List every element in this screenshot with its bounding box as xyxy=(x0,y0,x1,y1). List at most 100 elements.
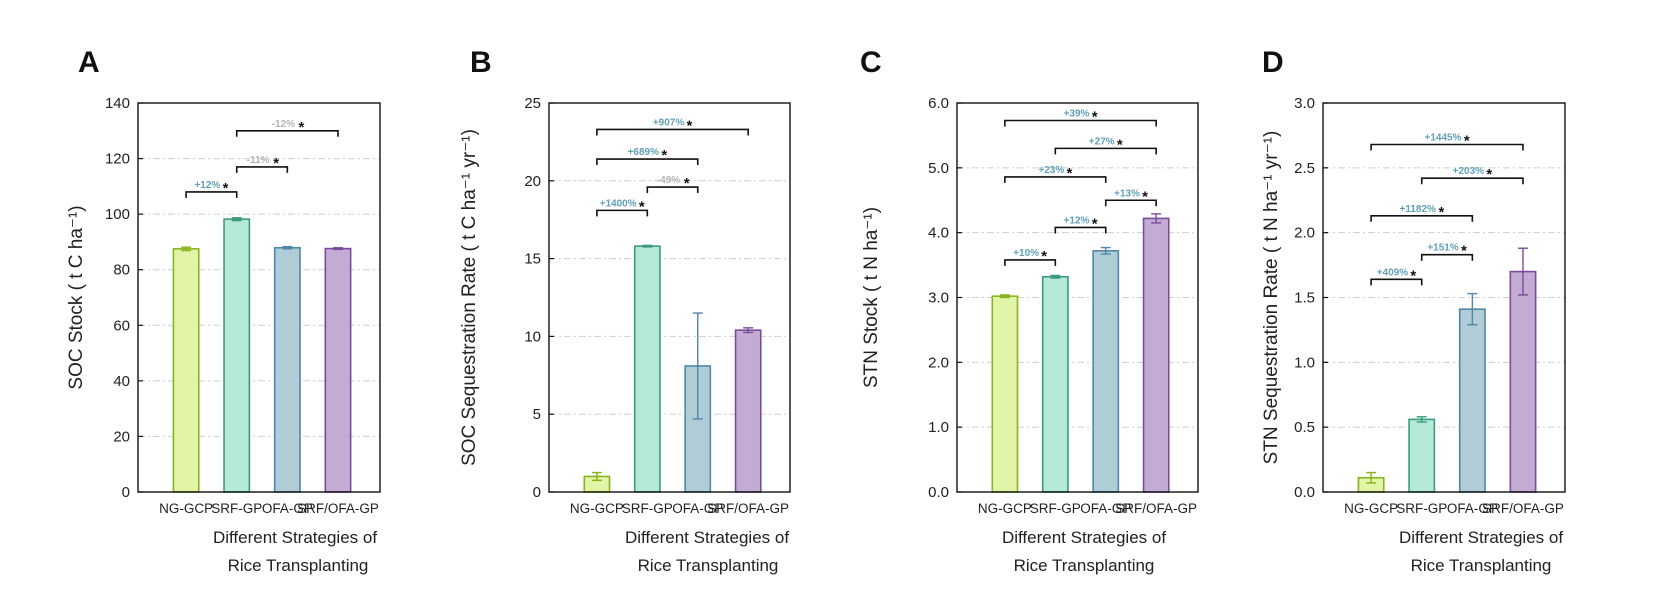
bar-srf-gp xyxy=(633,245,661,493)
significance-bracket: +12% * xyxy=(1054,215,1107,234)
y-tick-label: 100 xyxy=(105,206,130,223)
y-tick-label: 1.0 xyxy=(928,419,949,436)
significance-bracket: +1400% * xyxy=(596,198,649,217)
y-tick-label: 15 xyxy=(524,251,541,268)
x-tick-label: SRF-GP xyxy=(622,501,673,516)
y-axis-label: SOC Stock ( t C ha⁻¹) xyxy=(66,205,87,389)
significance-star: * xyxy=(1092,109,1098,126)
significance-bracket: +13% * xyxy=(1104,188,1157,207)
bar-srf-gp xyxy=(223,218,251,493)
y-tick-label: 6.0 xyxy=(928,95,949,112)
significance-label: +409% xyxy=(1377,267,1409,278)
y-tick-label: 3.0 xyxy=(928,290,949,307)
significance-bracket: +27% * xyxy=(1054,136,1157,155)
significance-star: * xyxy=(299,119,305,136)
y-tick-label: 3.0 xyxy=(1294,95,1315,112)
bar-srf-ofa-gp xyxy=(1142,217,1170,493)
significance-bracket: +12% * xyxy=(185,180,238,198)
significance-bracket: +409% * xyxy=(1370,267,1423,286)
significance-star: * xyxy=(1461,243,1467,260)
plot-frame xyxy=(548,102,791,493)
y-axis-label: SOC Sequestration Rate ( t C ha⁻¹ yr⁻¹) xyxy=(459,129,480,466)
significance-label: +689% xyxy=(628,147,660,158)
plot-frame xyxy=(137,102,381,493)
bar-srf-ofa-gp xyxy=(734,329,762,493)
significance-bracket: +39% * xyxy=(1004,109,1157,127)
significance-bracket: -11% * xyxy=(235,155,289,173)
significance-star: * xyxy=(273,155,279,172)
significance-star: * xyxy=(687,117,693,134)
significance-bracket: +10% * xyxy=(1004,248,1057,266)
significance-star: * xyxy=(1067,165,1073,182)
significance-star: * xyxy=(661,147,667,164)
significance-star: * xyxy=(1041,248,1047,265)
significance-label: +13% xyxy=(1114,188,1140,199)
x-tick-label: SRF-GP xyxy=(1396,501,1447,516)
significance-star: * xyxy=(1117,136,1123,153)
y-tick-label: 1.0 xyxy=(1294,354,1315,371)
error-bar xyxy=(1100,246,1111,255)
x-axis-label: Rice Transplanting xyxy=(228,556,369,575)
bar-srf-ofa-gp xyxy=(1509,270,1537,493)
error-bar xyxy=(1416,416,1427,423)
x-axis-label: Different Strategies of xyxy=(1002,528,1166,547)
bar-srf-gp xyxy=(1408,418,1436,493)
x-tick-label: SRF/OFA-GP xyxy=(1482,501,1564,516)
significance-star: * xyxy=(1410,267,1416,284)
y-tick-label: 20 xyxy=(113,428,130,445)
significance-star: * xyxy=(639,198,645,215)
error-bar xyxy=(1467,292,1478,326)
x-tick-label: NG-GCP xyxy=(1344,501,1398,516)
significance-bracket: -12% * xyxy=(235,119,339,137)
significance-star: * xyxy=(1092,215,1098,232)
y-tick-label: 10 xyxy=(524,328,541,345)
x-axis-label: Different Strategies of xyxy=(213,528,377,547)
significance-bracket: +1445% * xyxy=(1370,132,1524,151)
y-axis-label: STN Sequestration Rate ( t N ha⁻¹ yr⁻¹) xyxy=(1261,131,1282,465)
bar-ofa-gp xyxy=(1458,308,1486,493)
error-bar xyxy=(231,217,242,222)
significance-bracket: +23% * xyxy=(1004,165,1107,183)
bar-srf-ofa-gp xyxy=(324,247,352,493)
x-tick-label: OFA-GP xyxy=(262,501,313,516)
error-bar xyxy=(692,312,703,420)
x-axis-label: Rice Transplanting xyxy=(638,556,779,575)
error-bar xyxy=(743,327,754,334)
y-tick-label: 60 xyxy=(113,317,130,334)
significance-label: +1400% xyxy=(600,198,637,209)
y-tick-label: 140 xyxy=(105,95,130,112)
error-bar xyxy=(999,294,1010,299)
significance-bracket: +907% * xyxy=(596,117,749,136)
y-tick-label: 1.5 xyxy=(1294,290,1315,307)
significance-bracket: -49% * xyxy=(646,175,699,194)
error-bar xyxy=(1050,274,1061,279)
x-tick-label: SRF/OFA-GP xyxy=(707,501,789,516)
significance-star: * xyxy=(1142,188,1148,205)
x-tick-label: NG-GCP xyxy=(978,501,1032,516)
significance-star: * xyxy=(1486,166,1492,183)
error-bar xyxy=(282,245,293,250)
y-tick-label: 2.0 xyxy=(1294,225,1315,242)
significance-label: +39% xyxy=(1064,109,1090,120)
bar-ofa-gp xyxy=(1092,250,1120,493)
significance-label: +907% xyxy=(653,117,685,128)
significance-label: +23% xyxy=(1038,165,1064,176)
bar-ng-gcp xyxy=(991,295,1019,493)
error-bar xyxy=(1366,471,1377,484)
significance-label: +12% xyxy=(194,180,220,191)
significance-bracket: +151% * xyxy=(1420,243,1474,261)
significance-label: +203% xyxy=(1453,166,1485,177)
y-tick-label: 0.0 xyxy=(1294,484,1315,501)
significance-label: +10% xyxy=(1013,248,1039,259)
panel-letter: D xyxy=(1262,46,1284,79)
y-tick-label: 2.5 xyxy=(1294,160,1315,177)
significance-star: * xyxy=(1464,132,1470,149)
error-bar xyxy=(181,246,192,252)
panel-letter: A xyxy=(78,46,100,79)
y-tick-label: 0 xyxy=(122,484,130,501)
panel-letter: B xyxy=(470,46,492,79)
significance-label: -49% xyxy=(657,175,680,186)
